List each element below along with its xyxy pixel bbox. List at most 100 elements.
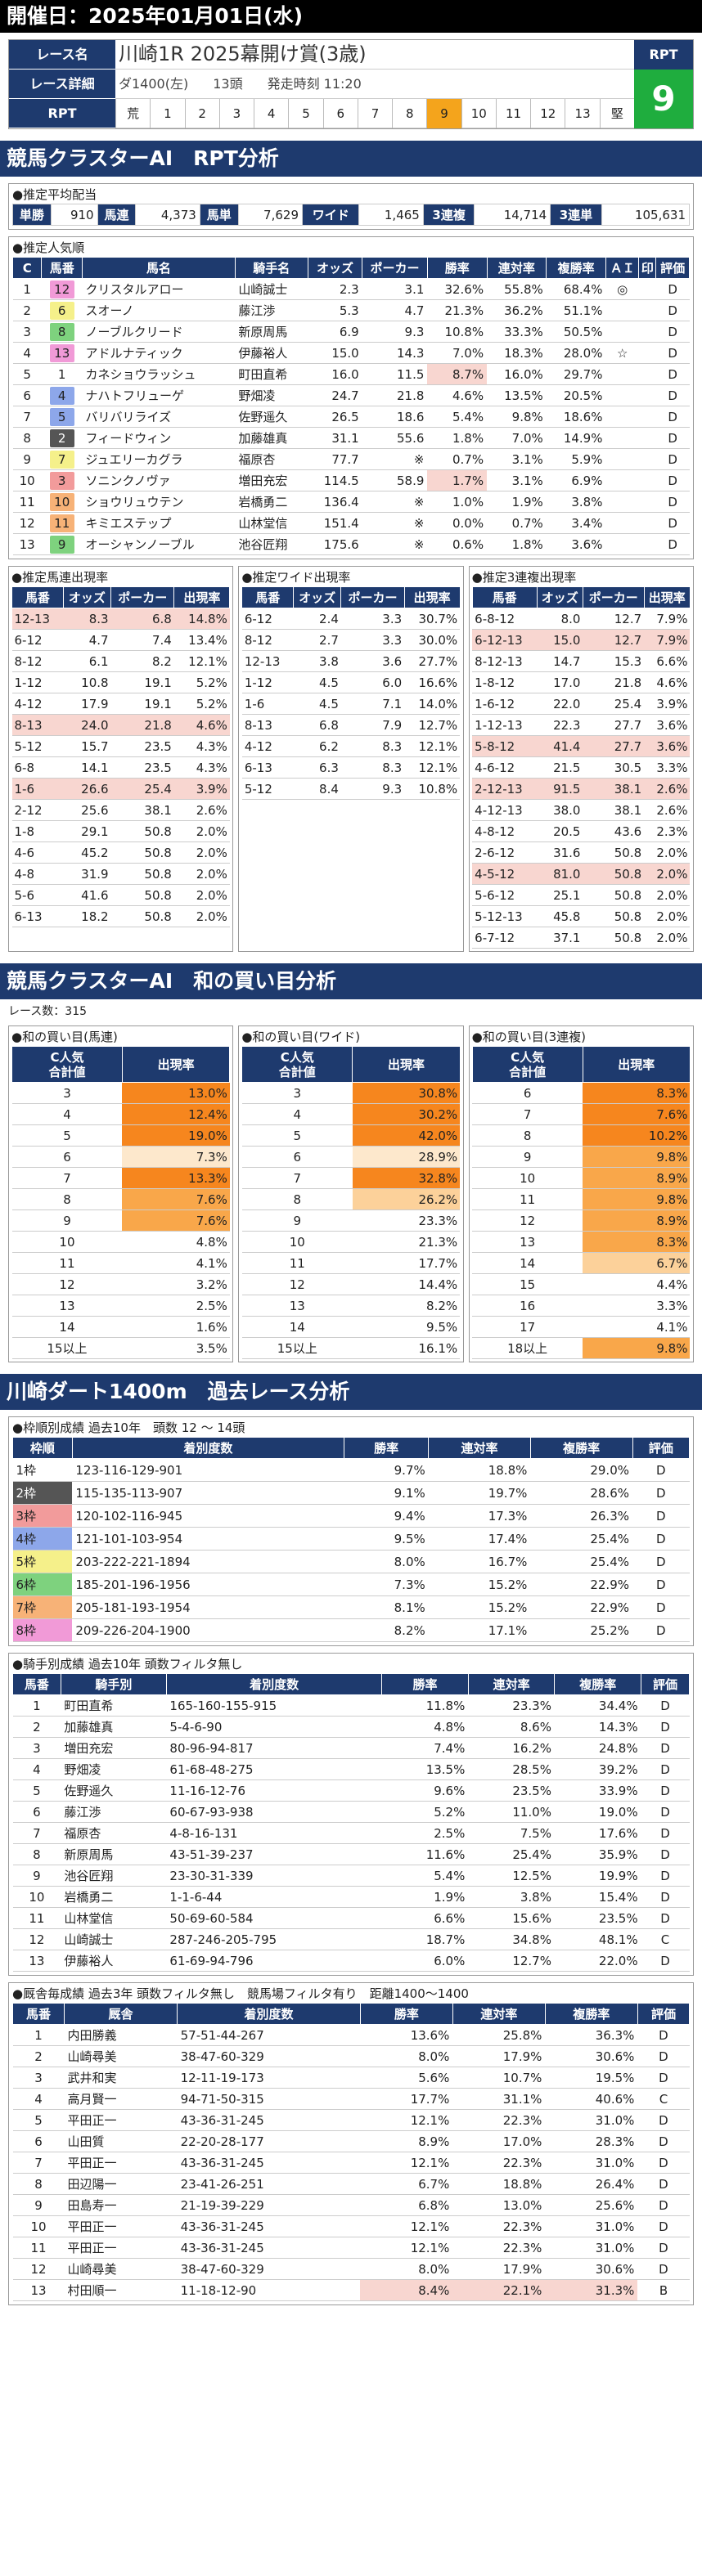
table-row: 3枠 120-102-116-945 9.4% 17.3% 26.3% D	[12, 1504, 690, 1528]
table-row: 11 17.7%	[241, 1252, 461, 1274]
combo: 1-6	[241, 693, 294, 715]
jockey: 池谷匠翔	[235, 533, 308, 555]
race-count: レース数：315	[8, 1005, 88, 1018]
sum-value: 11	[472, 1188, 583, 1210]
place-rate: 31.0%	[545, 2215, 638, 2237]
table-row: 8 田辺陽一 23-41-26-251 6.7% 18.8% 26.4% D	[12, 2173, 690, 2195]
section-rpt-analysis: 競馬クラスターAI RPT分析	[0, 141, 702, 177]
name: 平田正一	[64, 2237, 178, 2259]
place-rate: 33.9%	[554, 1779, 641, 1802]
combo: 2-12	[11, 799, 64, 821]
combo: 8-12-13	[472, 650, 538, 672]
place-rate: 26.3%	[530, 1504, 632, 1528]
win-rate: 5.6%	[360, 2067, 453, 2089]
name: 野畑凌	[61, 1758, 167, 1780]
trio-title: ●推定3連複出現率	[471, 570, 577, 585]
jockey: 加藤雄真	[235, 427, 308, 449]
mark	[638, 533, 656, 555]
rate: 13.4%	[173, 629, 230, 651]
c: 1	[12, 278, 42, 300]
poker: 50.8	[583, 863, 645, 885]
rpt-label: RPT	[634, 40, 693, 70]
sum-value: 15以上	[11, 1337, 123, 1359]
place-rate: 34.4%	[554, 1694, 641, 1717]
odds: 8.0	[537, 608, 583, 630]
rate: 2.6%	[173, 799, 230, 821]
rate: 3.3%	[644, 756, 691, 779]
table-row: 11 10 ショウリュウテン 岩橋勇二 136.4 ※ 1.0% 1.9% 3.8% D	[12, 491, 690, 513]
rate: 3.9%	[644, 693, 691, 715]
quinella-rate: 22.1%	[452, 2279, 546, 2301]
combo: 4-6	[11, 841, 64, 864]
gate: 4枠	[12, 1527, 73, 1551]
rate: 9.8%	[583, 1337, 691, 1359]
table-row: 1-12 10.8 19.1 5.2%	[11, 671, 230, 693]
record: 203-222-221-1894	[72, 1550, 344, 1573]
horse-number: 7	[12, 1822, 61, 1844]
grade: D	[641, 1716, 690, 1738]
odds: 81.0	[537, 863, 583, 885]
combo: 6-7-12	[472, 927, 538, 949]
column-header: 出現率	[121, 1046, 231, 1083]
waku-badge: 13	[49, 343, 74, 362]
rpt-scale: 荒 1 2 3 4 5 6 7 8 9 10 11 12 13 堅	[115, 98, 634, 128]
sum-value: 18以上	[472, 1337, 583, 1359]
rate: 12.1%	[404, 735, 461, 757]
horse-number: 9	[12, 2194, 65, 2216]
column-header: 出現率	[173, 586, 231, 608]
quinella-rate: 25.4%	[468, 1843, 555, 1865]
combo: 8-13	[241, 714, 294, 736]
rate: 17.7%	[352, 1252, 461, 1274]
table-row: 6 藤江渉 60-67-93-938 5.2% 11.0% 19.0% D	[12, 1801, 690, 1823]
horse-number: 1	[12, 1694, 61, 1717]
horse-number: 13	[12, 2279, 65, 2301]
payout-value: 4,373	[135, 204, 200, 226]
rate: 2.0%	[644, 884, 691, 906]
quinella-rate: 1.9%	[487, 491, 547, 513]
table-row: 8枠 209-226-204-1900 8.2% 17.1% 25.2% D	[12, 1618, 690, 1642]
table-row: 13 8.2%	[241, 1295, 461, 1317]
table-row: 10 4.8%	[11, 1231, 230, 1253]
table-row: 5 1 カネショウラッシュ 町田直希 16.0 11.5 8.7% 16.0% 29.7% D	[12, 363, 690, 385]
grade: D	[655, 299, 690, 321]
win-rate: 9.4%	[344, 1504, 429, 1528]
table-row: 3 13.0%	[11, 1082, 230, 1104]
odds: 2.4	[293, 608, 341, 630]
poker: 25.4	[110, 778, 174, 800]
quinella-rate: 17.4%	[428, 1527, 531, 1551]
odds: 151.4	[308, 512, 362, 534]
poker: 50.8	[583, 905, 645, 927]
sum-value: 14	[472, 1252, 583, 1274]
grade: D	[655, 406, 690, 428]
ai-mark	[605, 406, 639, 428]
page-title: 開催日：2025年01月01日(水)	[0, 0, 702, 33]
sum-value: 5	[11, 1124, 123, 1147]
name: 平田正一	[64, 2109, 178, 2131]
column-header: 連対率	[467, 1673, 556, 1695]
column-header: オッズ	[307, 257, 363, 279]
table-row: 11 山林堂信 50-69-60-584 6.6% 15.6% 23.5% D	[12, 1907, 690, 1929]
combo: 2-6-12	[472, 841, 538, 864]
column-header: 評価	[632, 1437, 690, 1459]
umaren-box: ●推定馬連出現率 馬番 オッズ ポーカー 出現率 12-13 8.3 6.8 14.8% 6-1…	[8, 566, 234, 952]
win-rate: 9.7%	[344, 1458, 429, 1482]
horse-number: 12	[41, 278, 83, 300]
sum-trio-title: ●和の買い目(3連複)	[471, 1030, 586, 1044]
combo: 6-13	[11, 905, 64, 927]
table-row: 4枠 121-101-103-954 9.5% 17.4% 25.4% D	[12, 1527, 690, 1551]
column-header: C	[11, 257, 43, 279]
waku-title: ●枠順別成績 過去10年 頭数 12 ～ 14頭	[12, 1420, 245, 1435]
odds: 38.0	[537, 799, 583, 821]
combo: 2-12-13	[472, 778, 538, 800]
race-name: 川崎1R 2025幕開け賞(3歳)	[115, 40, 634, 70]
odds: 6.1	[63, 650, 111, 672]
column-header: ポーカー	[362, 257, 428, 279]
rate: 8.9%	[583, 1209, 691, 1232]
win-rate: 0.0%	[427, 512, 488, 534]
poker: 7.9	[340, 714, 405, 736]
rpt-scale-cell: 6	[322, 98, 358, 128]
table-row: 10 平田正一 43-36-31-245 12.1% 22.3% 31.0% D	[12, 2215, 690, 2237]
jockey: 山林堂信	[235, 512, 308, 534]
ai-mark	[605, 512, 639, 534]
table-row: 2 6 スオーノ 藤江渉 5.3 4.7 21.3% 36.2% 51.1% D	[12, 299, 690, 321]
